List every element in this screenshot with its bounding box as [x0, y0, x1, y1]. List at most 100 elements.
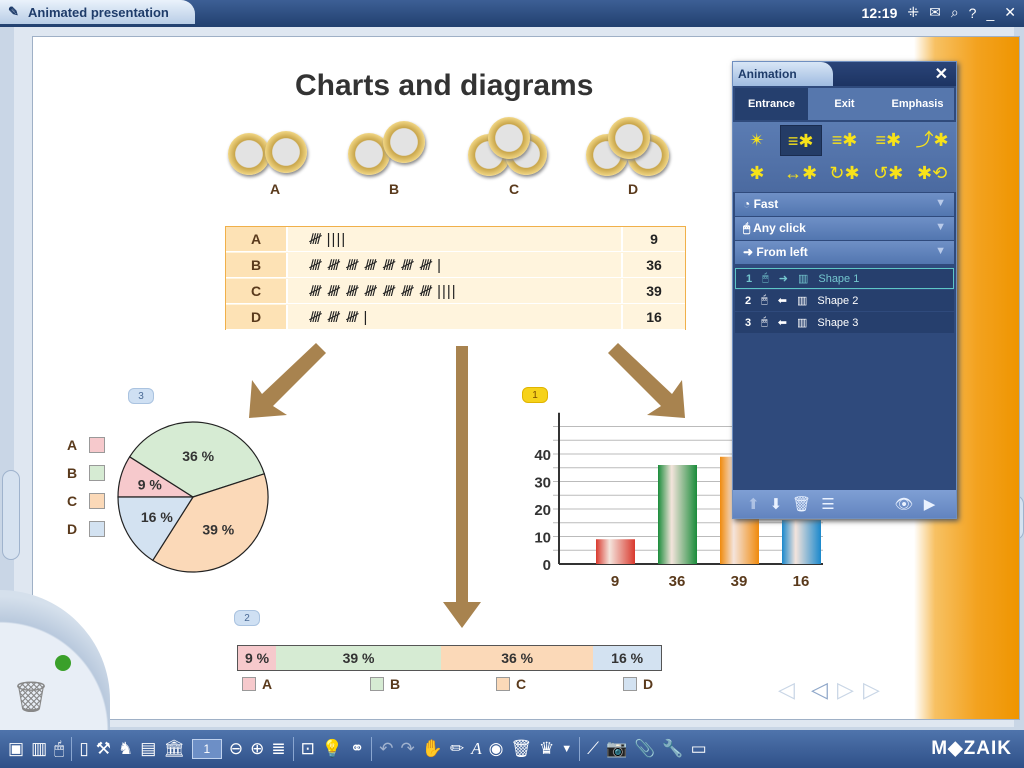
mouse-icon[interactable]: 🖱: [54, 739, 65, 758]
museum-icon[interactable]: 🏛: [163, 739, 185, 758]
binoculars-icon[interactable]: ⚭: [350, 739, 365, 758]
crown-pencils-icon[interactable]: ♛: [539, 739, 555, 758]
legend-swatch: [370, 677, 384, 691]
effect-option[interactable]: ↔✱: [784, 163, 818, 183]
text-icon[interactable]: A: [471, 739, 482, 758]
wrench-icon[interactable]: 🔧: [662, 739, 684, 758]
speed-dropdown[interactable]: ◔ Fast ▼: [735, 193, 954, 216]
mouse-icon: 🖱: [762, 272, 769, 284]
first-slide-icon[interactable]: ◁: [778, 677, 795, 702]
effect-option[interactable]: ✴: [749, 130, 765, 150]
effect-option[interactable]: ↺✱: [873, 163, 904, 183]
hammer-icon[interactable]: ⚒: [95, 739, 111, 758]
grid-icon[interactable]: ⁜: [907, 4, 920, 20]
page-number-input[interactable]: 1: [191, 739, 222, 759]
title-bar: ✎ Animated presentation 12:19 ⁜ ✉ ⌕ ? _ ✕: [0, 0, 1024, 27]
lightbulb-icon[interactable]: 💡: [321, 739, 344, 758]
notes-icon[interactable]: ▤: [140, 739, 157, 758]
mouse-icon: 🖱: [761, 316, 768, 328]
chess-knight-icon[interactable]: ♞: [117, 739, 134, 758]
chevron-down-icon: ▼: [935, 221, 946, 233]
legend-swatch: [623, 677, 637, 691]
delete-icon[interactable]: 🗑: [792, 496, 812, 513]
pie-slice-D: [117, 496, 195, 562]
stack-segment: 16 %: [593, 646, 661, 670]
pen-icon: ✎: [8, 4, 19, 19]
tally-marks: 𝍸 𝍸 𝍸 𝍸 𝍸 𝍸 𝍸 |: [286, 253, 623, 277]
highlighter-icon[interactable]: ✏: [449, 739, 465, 758]
prev-slide-icon[interactable]: ◁: [811, 677, 828, 702]
page-icon[interactable]: ▯: [79, 739, 89, 758]
next-slide-icon[interactable]: ▷: [837, 677, 854, 702]
effect-option[interactable]: ✱: [749, 163, 765, 183]
panel-icon[interactable]: ▥: [31, 739, 48, 758]
tab-emphasis[interactable]: Emphasis: [891, 98, 944, 110]
line-tool-icon[interactable]: ⟋: [587, 739, 600, 758]
camera-icon[interactable]: 📷: [606, 739, 628, 758]
close-icon[interactable]: ✕: [934, 66, 948, 83]
pie-slice-C: [151, 473, 269, 573]
minimize-icon[interactable]: _: [986, 4, 995, 21]
x-tick-label: 9: [611, 573, 619, 590]
effect-option[interactable]: ↻✱: [829, 163, 860, 183]
bottom-toolbar: ▣ ▥ 🖱 ▯ ⚒ ♞ ▤ 🏛 1 ⊖ ⊕ ≣ ⊡ 💡 ⚭ ↶ ↷ ✋ ✏ A ◉ 🗑 ♛ ▼ ⟋ 📷 📎 🔧 ▭: [0, 730, 1024, 768]
hand-icon[interactable]: ✋: [421, 739, 443, 758]
arrow-right-icon: ➜: [743, 245, 757, 259]
list-icon[interactable]: ≣: [271, 739, 286, 758]
animation-order-badge[interactable]: 3: [128, 388, 154, 404]
zoom-in-icon[interactable]: ⊕: [250, 739, 265, 758]
target-icon[interactable]: ◉: [488, 739, 504, 758]
preview-eye-icon[interactable]: 👁: [894, 496, 914, 513]
animation-order-badge[interactable]: 2: [234, 610, 260, 626]
effect-option[interactable]: ⤴✱: [915, 130, 949, 150]
animation-list-item[interactable]: 1 🖱 ➜ ▥ Shape 1: [735, 268, 954, 289]
effect-option[interactable]: ≡✱: [779, 125, 822, 156]
tab-entrance[interactable]: Entrance: [735, 88, 808, 120]
x-tick-label: 16: [793, 573, 810, 590]
stacked-bar[interactable]: 9 % 39 % 36 % 16 %: [237, 645, 662, 671]
play-icon[interactable]: ▶: [923, 496, 936, 513]
last-slide-icon[interactable]: ▷: [863, 677, 880, 702]
item-number: 1: [746, 272, 753, 285]
mail-icon[interactable]: ✉: [929, 4, 941, 20]
animation-order-badge[interactable]: 1: [522, 387, 548, 403]
effect-option[interactable]: ✱⟲: [917, 163, 948, 183]
dropdown-icon[interactable]: ▼: [561, 743, 573, 755]
undo-icon[interactable]: ↶: [379, 739, 394, 758]
animation-list-item[interactable]: 2 🖱 ⬅ ▥ Shape 2: [735, 290, 954, 311]
item-number: 2: [745, 294, 752, 307]
stack-segment: 9 %: [238, 646, 277, 670]
trash-icon[interactable]: 🗑: [510, 739, 533, 758]
direction-dropdown[interactable]: ➜ From left ▼: [735, 241, 954, 264]
legend-swatch: [89, 437, 105, 453]
pie-chart[interactable]: 9 % 36 % 39 % 16 %: [113, 417, 273, 577]
y-tick-label: 0: [543, 557, 551, 574]
help-icon[interactable]: ?: [968, 4, 977, 21]
legend-swatch: [89, 521, 105, 537]
tab-exit[interactable]: Exit: [834, 98, 855, 110]
tray-icon[interactable]: ▭: [690, 739, 707, 758]
animation-panel: Animation ✕ Entrance Exit Emphasis ✴ ≡✱ ≡✱ ≡…: [732, 61, 957, 519]
coin-label: C: [509, 181, 520, 197]
effect-option[interactable]: ≡✱: [831, 130, 858, 150]
list-icon[interactable]: ☰: [821, 496, 835, 513]
left-side-handle[interactable]: [2, 470, 20, 560]
tally-marks: 𝍸 𝍸 𝍸 |: [286, 305, 623, 329]
effect-option[interactable]: ≡✱: [875, 130, 902, 150]
stack-segment: 39 %: [276, 646, 442, 670]
close-icon[interactable]: ✕: [1004, 4, 1016, 20]
search-icon[interactable]: ⌕: [950, 4, 959, 20]
zoom-out-icon[interactable]: ⊖: [228, 739, 244, 758]
book-icon[interactable]: ▣: [8, 739, 25, 758]
move-up-icon[interactable]: ⬆: [747, 496, 760, 513]
trigger-dropdown[interactable]: 🖱 Any click ▼: [735, 217, 954, 240]
presentation-icon[interactable]: ⊡: [300, 739, 315, 758]
pie-slice-label: 36 %: [182, 448, 214, 464]
redo-icon[interactable]: ↷: [400, 739, 415, 758]
move-down-icon[interactable]: ⬇: [769, 496, 783, 513]
animation-list-item[interactable]: 3 🖱 ⬅ ▥ Shape 3: [735, 312, 954, 333]
row-count: 9: [650, 231, 658, 247]
coin-image: [228, 133, 270, 175]
paperclip-icon[interactable]: 📎: [634, 739, 656, 758]
trash-icon[interactable]: 🗑: [12, 681, 51, 714]
